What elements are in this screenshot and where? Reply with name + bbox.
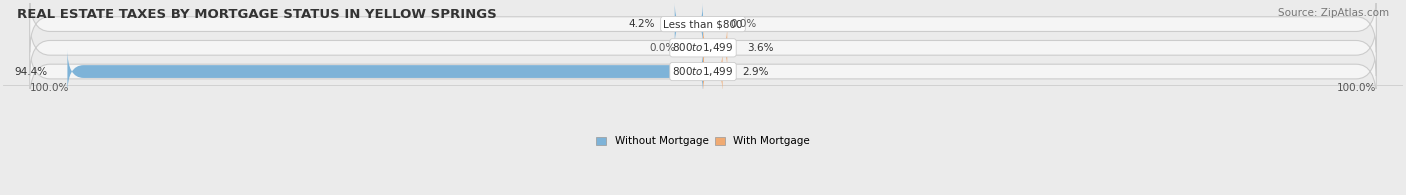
Text: 100.0%: 100.0%	[1337, 83, 1376, 93]
FancyBboxPatch shape	[703, 50, 723, 94]
Text: $800 to $1,499: $800 to $1,499	[672, 41, 734, 54]
FancyBboxPatch shape	[30, 20, 1376, 76]
Text: 0.0%: 0.0%	[730, 19, 756, 29]
Text: 100.0%: 100.0%	[30, 83, 69, 93]
Text: 3.6%: 3.6%	[748, 43, 773, 53]
FancyBboxPatch shape	[30, 0, 1376, 52]
Text: REAL ESTATE TAXES BY MORTGAGE STATUS IN YELLOW SPRINGS: REAL ESTATE TAXES BY MORTGAGE STATUS IN …	[17, 8, 496, 21]
Text: 0.0%: 0.0%	[650, 43, 676, 53]
FancyBboxPatch shape	[703, 26, 727, 70]
Text: 4.2%: 4.2%	[628, 19, 655, 29]
Legend: Without Mortgage, With Mortgage: Without Mortgage, With Mortgage	[596, 136, 810, 146]
Text: 2.9%: 2.9%	[742, 66, 769, 77]
Text: $800 to $1,499: $800 to $1,499	[672, 65, 734, 78]
Text: 94.4%: 94.4%	[14, 66, 48, 77]
FancyBboxPatch shape	[67, 50, 703, 94]
Text: Source: ZipAtlas.com: Source: ZipAtlas.com	[1278, 8, 1389, 18]
FancyBboxPatch shape	[675, 2, 703, 46]
Text: Less than $800: Less than $800	[664, 19, 742, 29]
FancyBboxPatch shape	[30, 43, 1376, 100]
